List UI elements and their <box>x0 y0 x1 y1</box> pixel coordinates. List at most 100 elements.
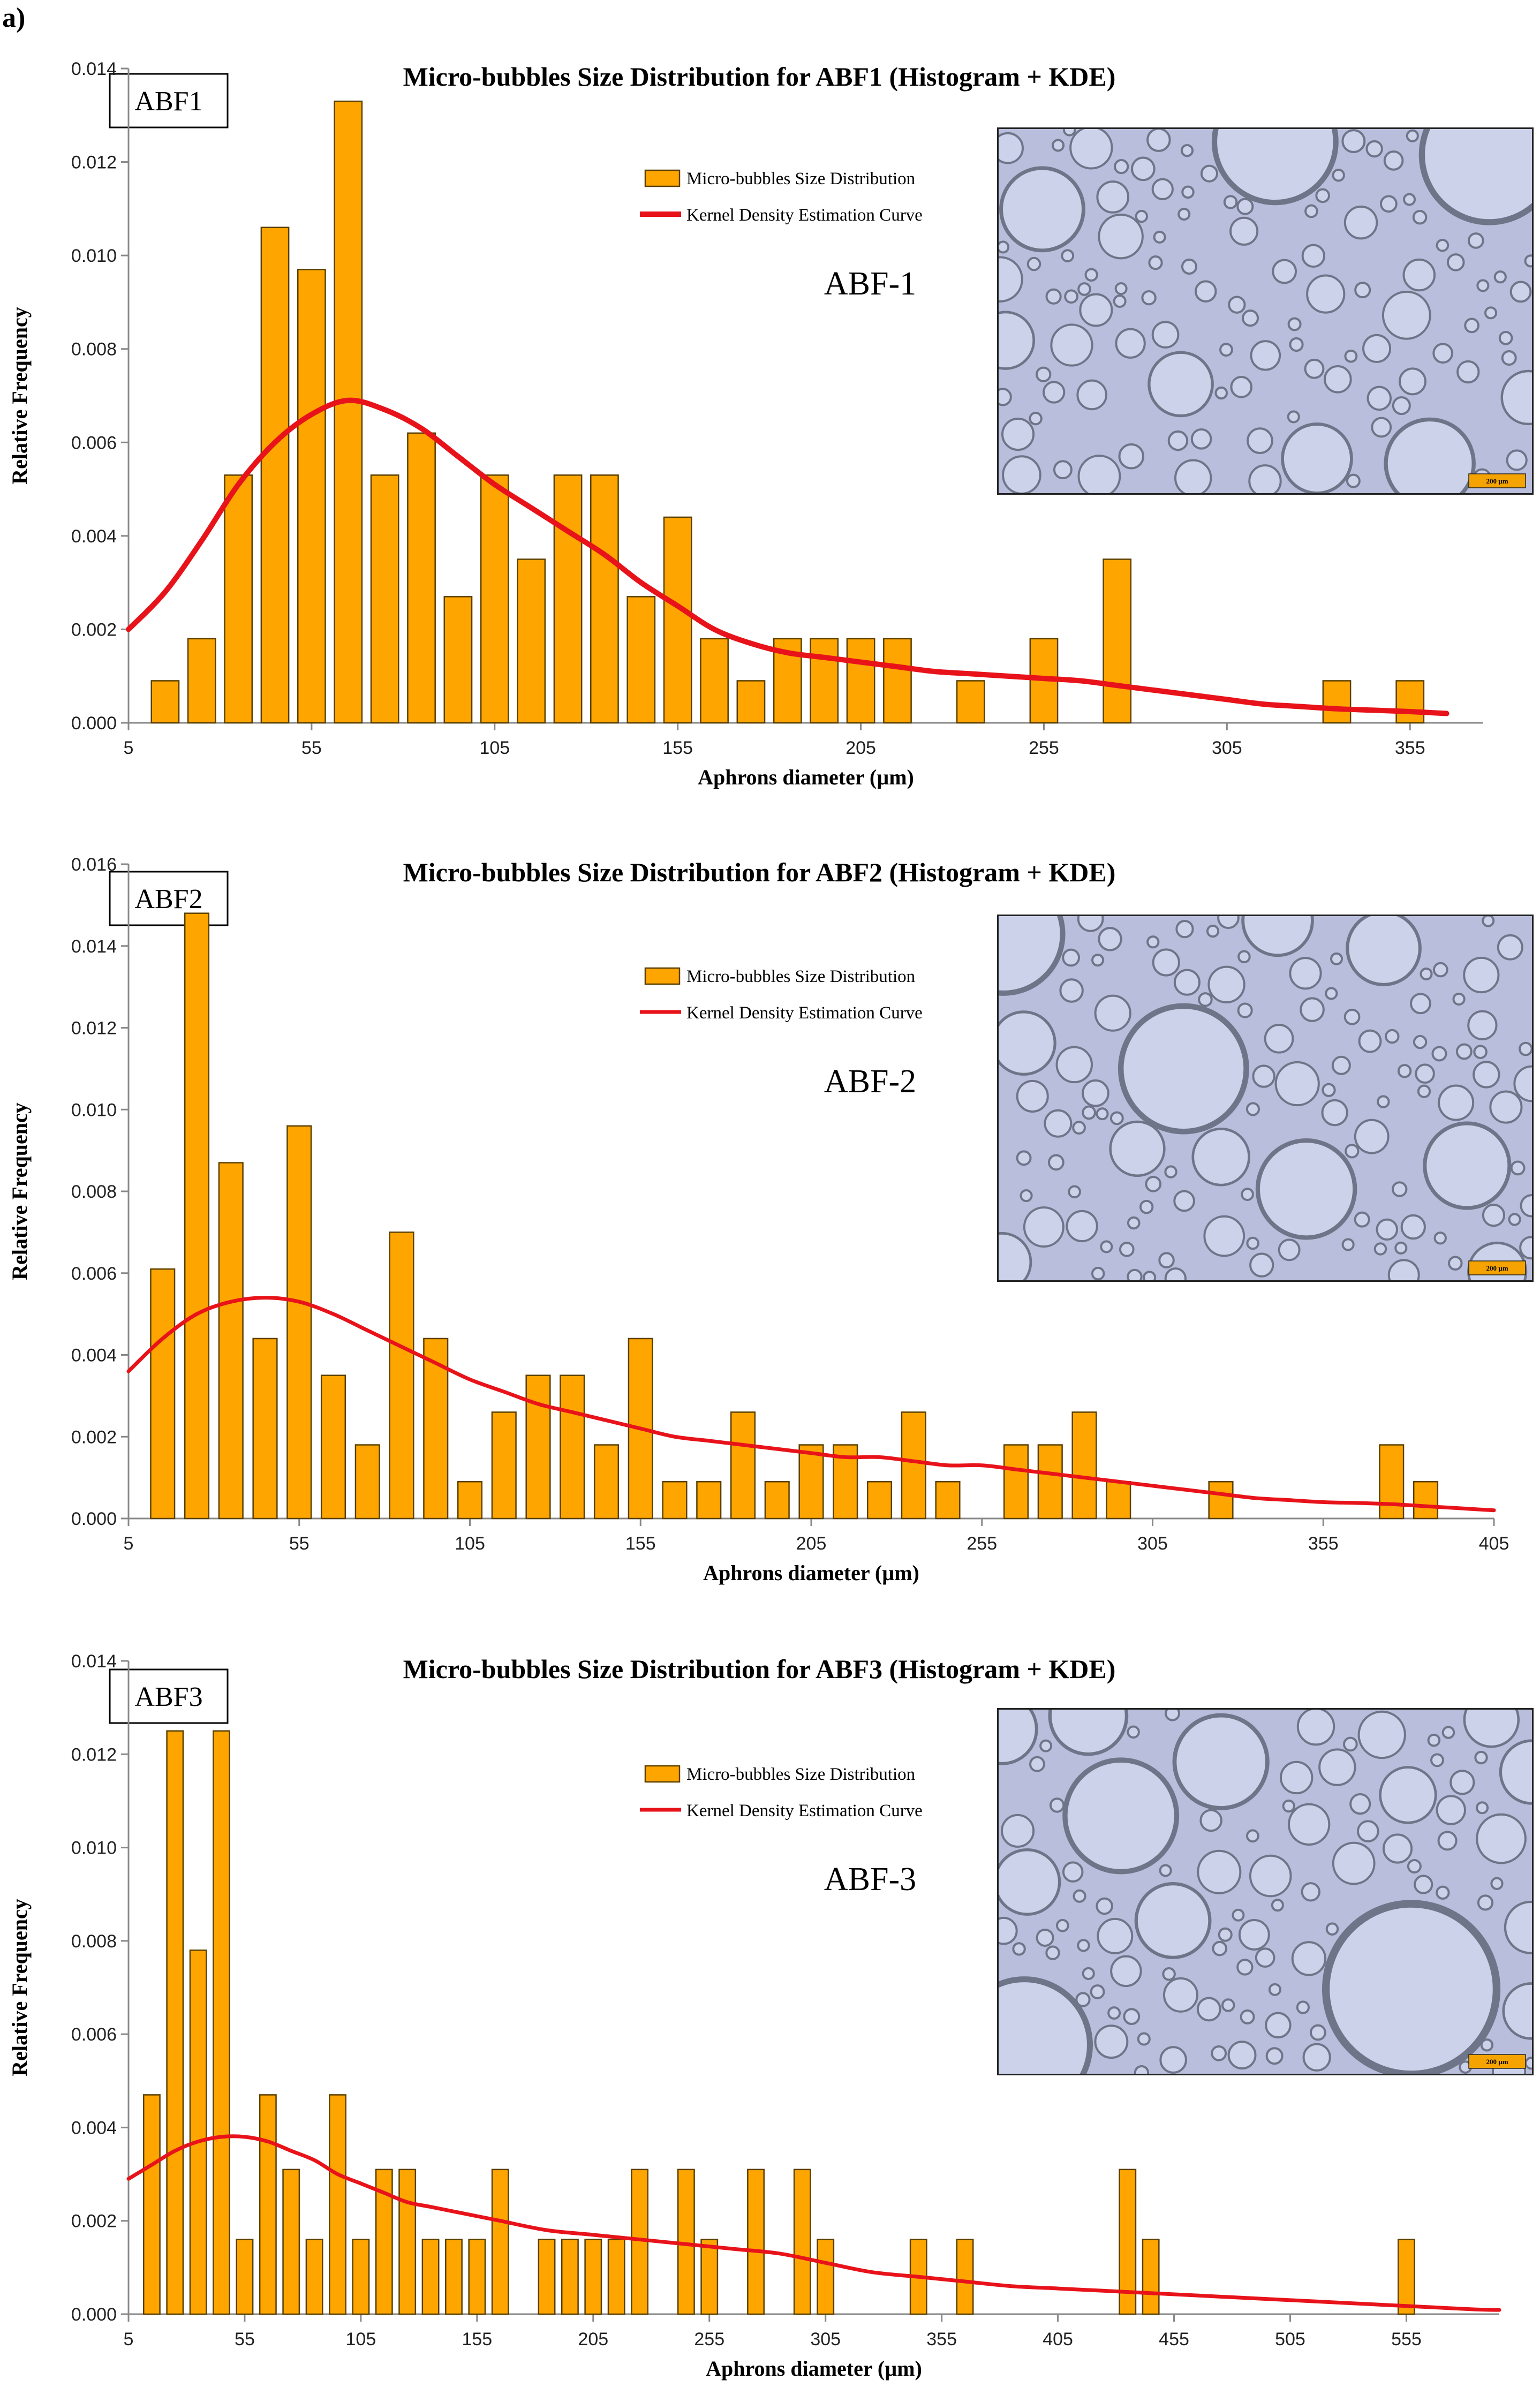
micro-bubble <box>1075 1992 1091 2007</box>
micro-bubble <box>1482 916 1495 927</box>
micro-bubble <box>999 388 1012 406</box>
micro-bubble <box>1191 1127 1251 1187</box>
micro-bubble <box>1218 1927 1233 1942</box>
micro-bubble <box>1291 1941 1327 1976</box>
micro-bubble <box>1414 1875 1433 1894</box>
micro-bubble <box>1255 1947 1275 1968</box>
micro-bubble <box>1127 1725 1140 1739</box>
micro-bubble <box>1430 1753 1444 1767</box>
micro-bubble <box>1206 924 1220 938</box>
x-tick-label: 455 <box>1159 2329 1189 2349</box>
y-tick-label: 0.000 <box>71 713 117 734</box>
y-tick-label: 0.002 <box>71 2211 117 2232</box>
micro-bubble <box>1436 1795 1466 1825</box>
micro-bubble <box>1181 185 1195 199</box>
micro-bubble <box>1091 1266 1105 1280</box>
micrograph-abf2: 200 µm <box>997 915 1534 1282</box>
micro-bubble <box>1325 987 1338 1000</box>
micro-bubble <box>1249 1854 1292 1898</box>
chart-title-3: Micro-bubbles Size Distribution for ABF3… <box>403 1654 1116 1684</box>
histogram-bar <box>538 2239 556 2315</box>
micro-bubble <box>1427 1733 1441 1747</box>
micro-bubble <box>1520 1194 1532 1218</box>
micro-bubble <box>1501 350 1517 366</box>
micro-bubble <box>1217 916 1240 930</box>
micro-bubble <box>1349 1793 1371 1815</box>
histogram-bar <box>1379 1444 1405 1520</box>
y-tick-label: 0.016 <box>71 855 117 875</box>
chart-abf1-svg: Micro-bubbles Size Distribution for ABF1… <box>7 59 1483 789</box>
x-tick-label: 305 <box>810 2329 841 2349</box>
micro-bubble <box>1077 1939 1090 1952</box>
micro-bubble <box>1077 916 1104 932</box>
micro-bubble <box>1418 129 1532 225</box>
micro-bubble <box>1432 343 1453 364</box>
micro-bubble <box>1346 916 1422 986</box>
micro-bubble <box>1029 412 1043 426</box>
micro-bubble <box>1026 256 1041 271</box>
micro-bubble <box>1345 1144 1360 1159</box>
micro-bubble <box>1029 1756 1045 1772</box>
micro-bubble <box>1237 950 1251 964</box>
micro-bubble <box>1242 309 1259 327</box>
x-tick-label: 355 <box>1308 1533 1339 1554</box>
image-label-2: ABF-2 <box>824 1063 916 1100</box>
x-tick-label: 55 <box>235 2329 255 2349</box>
x-axis-title-2: Aphrons diameter (µm) <box>703 1561 919 1585</box>
micro-bubble <box>1211 2045 1227 2061</box>
micro-bubble <box>1490 1877 1504 1890</box>
micro-bubble <box>1247 427 1273 454</box>
histogram-bar <box>764 1481 790 1520</box>
scale-bar <box>1468 2054 1526 2069</box>
micro-bubble <box>1402 258 1436 292</box>
micro-bubble <box>1467 1010 1498 1040</box>
scale-bar-label: 200 µm <box>1486 477 1508 485</box>
micro-bubble <box>1382 1833 1413 1864</box>
micro-bubble <box>1438 1084 1475 1121</box>
micro-bubble <box>1062 948 1081 967</box>
x-tick-label: 155 <box>625 1533 656 1554</box>
histogram-bar <box>297 269 326 724</box>
micro-bubble <box>1376 1218 1398 1241</box>
micro-bubble <box>1499 1739 1532 1805</box>
micro-bubble <box>1420 968 1433 981</box>
histogram-bar <box>398 2169 417 2315</box>
micro-bubble <box>1464 318 1479 334</box>
micro-bubble <box>1315 188 1330 203</box>
micro-bubble <box>1432 962 1448 978</box>
micro-bubble <box>1482 1204 1506 1227</box>
micro-bubble <box>1383 150 1404 171</box>
micro-bubble <box>1165 1710 1181 1721</box>
micro-bubble <box>1181 258 1198 275</box>
micro-bubble <box>1045 1945 1060 1960</box>
y-tick-label: 0.004 <box>71 1346 117 1366</box>
histogram-bar <box>407 432 436 724</box>
micro-bubble <box>1397 1064 1412 1078</box>
micro-bubble <box>1302 2043 1331 2072</box>
y-tick-label: 0.010 <box>71 1838 117 1858</box>
micro-bubble <box>1500 369 1532 426</box>
micro-bubble <box>1407 1858 1422 1873</box>
histogram-bar <box>1103 558 1132 724</box>
x-tick-label: 105 <box>455 1533 485 1554</box>
micro-bubble <box>1476 279 1490 292</box>
micro-bubble <box>1016 1079 1049 1113</box>
histogram-bar <box>553 474 583 724</box>
micro-bubble <box>999 916 1066 996</box>
histogram-bar <box>259 2094 277 2315</box>
y-tick-label: 0.004 <box>71 526 117 547</box>
histogram-bar <box>700 2239 719 2315</box>
micro-bubble <box>1255 1138 1357 1240</box>
micro-bubble <box>1476 1813 1527 1864</box>
micro-bubble <box>1415 1063 1435 1084</box>
histogram-bar <box>584 2239 602 2315</box>
micro-bubble <box>1476 1801 1489 1815</box>
micro-bubble <box>999 256 1023 303</box>
micro-bubble <box>1508 1213 1521 1226</box>
micro-bubble <box>1403 193 1416 206</box>
micro-bubble <box>1052 139 1065 152</box>
y-tick-label: 0.012 <box>71 1744 117 1765</box>
micro-bubble <box>1510 1160 1526 1176</box>
micro-bubble <box>1084 268 1098 282</box>
histogram-bar <box>218 1162 244 1520</box>
